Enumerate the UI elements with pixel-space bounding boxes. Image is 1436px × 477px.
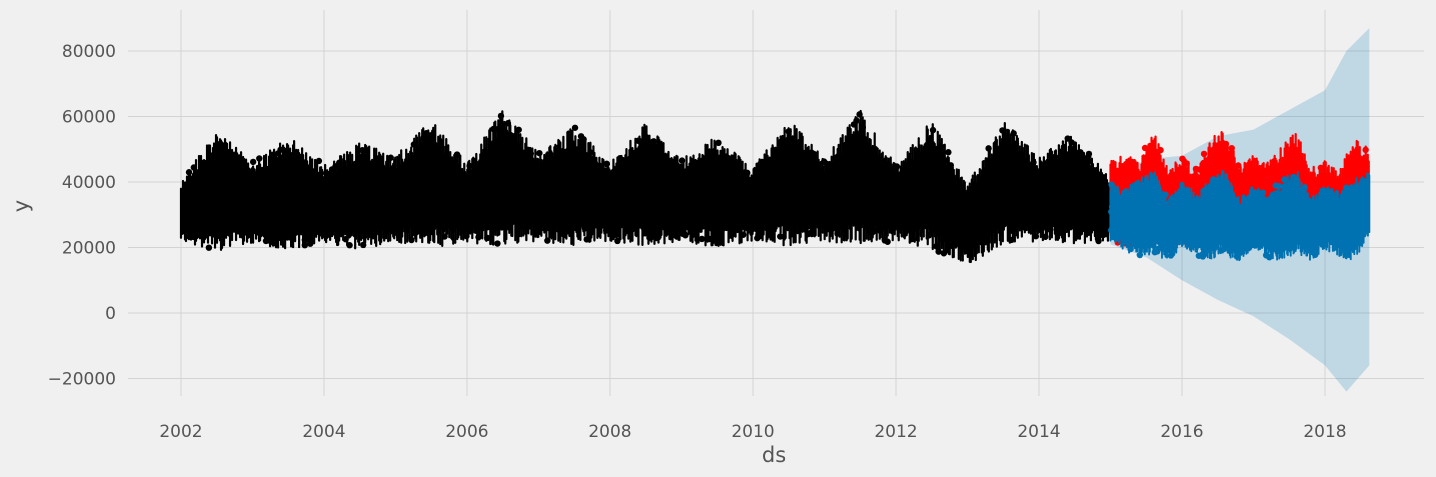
x-tick-label-6: 2014 [1017, 422, 1060, 442]
y-tick-label-1: 0 [105, 304, 116, 324]
data-point-0-654 [603, 160, 610, 168]
data-point-0-13 [185, 169, 193, 176]
data-point-0-1022 [853, 117, 860, 124]
data-point-2-388 [1290, 173, 1297, 181]
data-point-0-795 [698, 235, 706, 243]
y-tick-label-0: −20000 [48, 370, 116, 390]
data-point-0-473 [491, 125, 498, 133]
x-tick-label-2: 2006 [445, 422, 488, 442]
data-point-0-1266 [1010, 225, 1018, 232]
y-axis-ticks: −20000 0 20000 40000 60000 80000 [48, 42, 116, 390]
data-point-0-1160 [945, 149, 952, 156]
data-point-0-596 [571, 124, 579, 131]
y-axis-label: y [9, 200, 33, 212]
data-series [179, 28, 1371, 392]
data-point-1-75 [1157, 146, 1164, 154]
data-point-2-451 [1319, 187, 1327, 194]
data-point-0-276 [359, 147, 366, 154]
data-point-0-1135 [929, 126, 937, 134]
data-point-0-511 [515, 126, 522, 133]
x-axis-ticks: 2002 2004 2006 2008 2010 2012 2014 2016 2018 [159, 422, 1346, 442]
data-point-0-435 [466, 162, 473, 170]
y-tick-label-3: 40000 [62, 173, 116, 193]
data-point-0-670 [614, 237, 621, 245]
data-point-0-208 [315, 157, 323, 165]
data-point-2-359 [1275, 183, 1283, 190]
y-tick-label-2: 20000 [62, 239, 116, 259]
data-point-0-1297 [1032, 233, 1040, 240]
grid-lines [128, 10, 1424, 396]
data-point-2-134 [1168, 250, 1176, 257]
data-point-0-108 [249, 158, 257, 166]
data-point-0-539 [536, 149, 543, 157]
data-point-1-184 [1228, 144, 1235, 152]
data-point-0-1027 [856, 111, 863, 118]
x-tick-label-3: 2008 [588, 422, 631, 442]
data-point-0-1376 [1085, 158, 1093, 165]
data-point-0-770 [682, 232, 689, 239]
y-tick-label-4: 60000 [62, 108, 116, 128]
data-point-0-42 [205, 244, 213, 251]
series-0-observed_band [179, 109, 1112, 264]
x-axis-label: ds [762, 443, 786, 467]
data-point-0-551 [544, 237, 551, 244]
data-point-2-411 [1301, 184, 1308, 191]
data-point-0-1065 [884, 238, 891, 245]
x-tick-label-7: 2016 [1160, 422, 1203, 442]
series-2-forecast_band [1108, 169, 1371, 262]
data-point-0-118 [256, 155, 263, 162]
data-point-0-257 [346, 242, 353, 249]
x-tick-label-4: 2010 [731, 422, 774, 442]
data-point-0-821 [715, 139, 722, 147]
data-point-2-371 [1281, 176, 1288, 183]
data-point-0-725 [650, 138, 657, 145]
data-point-0-1374 [1085, 150, 1093, 158]
data-point-0-626 [587, 149, 594, 156]
data-point-2-7 [1108, 181, 1115, 188]
x-tick-label-0: 2002 [159, 422, 202, 442]
data-point-0-463 [484, 234, 491, 242]
data-point-0-318 [387, 154, 394, 161]
data-point-2-120 [1162, 191, 1169, 198]
data-point-0-476 [494, 240, 501, 247]
data-point-0-909 [777, 233, 784, 240]
x-tick-label-1: 2004 [302, 422, 345, 442]
data-point-0-1263 [1010, 130, 1017, 137]
x-tick-label-5: 2012 [874, 422, 917, 442]
y-tick-label-5: 80000 [62, 42, 116, 62]
x-tick-label-8: 2018 [1303, 422, 1346, 442]
data-point-1-386 [1362, 146, 1369, 154]
data-point-2-318 [1259, 189, 1267, 196]
